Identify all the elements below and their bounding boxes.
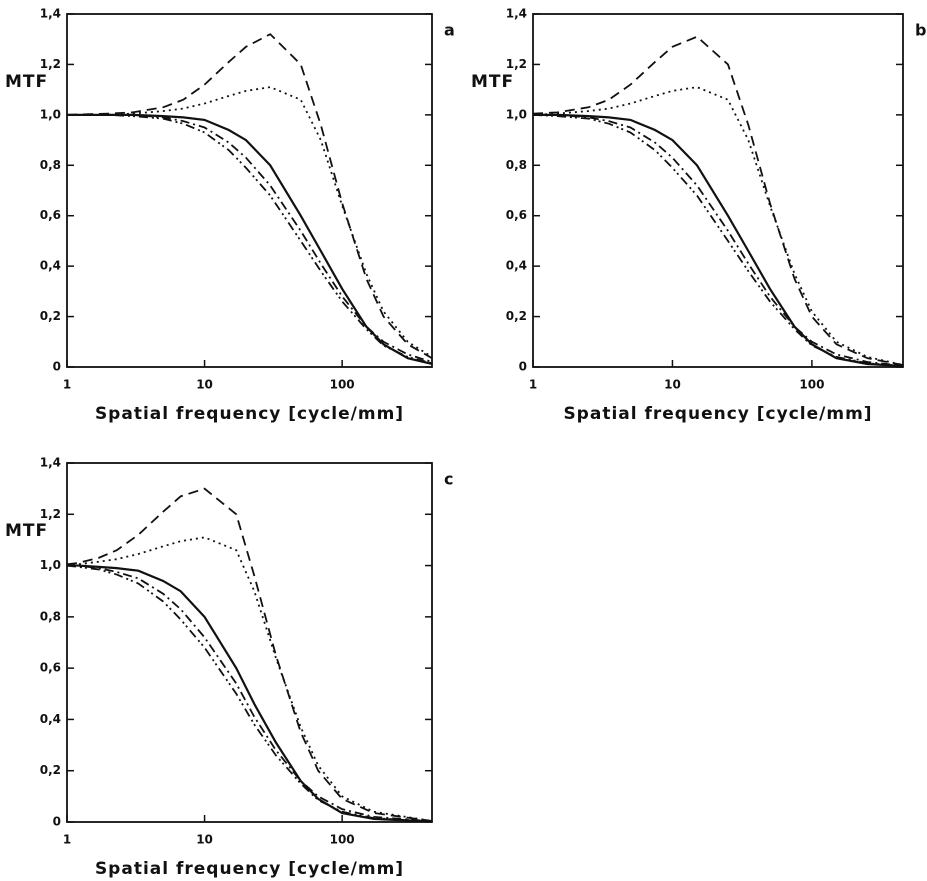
x-tick-label: 1: [63, 833, 71, 847]
y-tick-label: 0,4: [40, 259, 61, 273]
x-tick-label: 100: [330, 378, 355, 392]
y-tick-label: 0,2: [506, 309, 527, 323]
plot-frame: [66, 13, 433, 368]
y-axis-label: MTF: [471, 72, 514, 92]
mtf-curve: [532, 35, 904, 366]
x-axis-label: Spatial frequency [cycle/mm]: [95, 404, 404, 424]
y-tick-label: 0,4: [506, 259, 527, 273]
y-tick-label: 0,8: [40, 158, 61, 172]
y-tick-label: 1,4: [40, 7, 61, 21]
y-tick-label: 0: [519, 360, 527, 374]
panel-label: c: [444, 470, 453, 489]
plot-frame: [532, 13, 904, 368]
x-tick-label: 1: [529, 378, 537, 392]
x-axis-label: Spatial frequency [cycle/mm]: [563, 404, 872, 424]
y-axis-label: MTF: [5, 72, 48, 92]
mtf-curve: [66, 33, 433, 359]
panel-label: b: [915, 21, 926, 40]
y-tick-label: 1,0: [506, 107, 527, 121]
mtf-curve: [67, 564, 433, 823]
y-tick-label: 1,2: [40, 57, 61, 71]
mtf-curve: [67, 86, 433, 358]
y-tick-label: 1,0: [40, 107, 61, 121]
y-tick-label: 0,2: [40, 309, 61, 323]
x-tick-label: 10: [196, 378, 213, 392]
y-tick-label: 1,2: [506, 57, 527, 71]
x-tick-label: 1: [63, 378, 71, 392]
mtf-curve: [66, 536, 433, 822]
y-tick-label: 0: [53, 360, 61, 374]
y-axis-label: MTF: [5, 521, 48, 541]
x-tick-label: 10: [664, 378, 681, 392]
y-tick-label: 0,8: [506, 158, 527, 172]
mtf-curve: [66, 487, 433, 822]
mtf-curve: [532, 113, 904, 367]
y-tick-label: 0,2: [40, 763, 61, 777]
x-axis-label: Spatial frequency [cycle/mm]: [95, 859, 404, 879]
y-tick-label: 0,4: [40, 712, 61, 726]
x-tick-label: 100: [799, 378, 824, 392]
x-tick-label: 10: [196, 833, 213, 847]
mtf-curve: [533, 113, 904, 368]
y-tick-label: 1,4: [506, 7, 527, 21]
panel-label: a: [444, 21, 455, 40]
y-tick-label: 0,8: [40, 609, 61, 623]
mtf-curve: [533, 113, 904, 367]
mtf-curve: [67, 564, 433, 823]
y-tick-label: 0,6: [40, 661, 61, 675]
y-tick-label: 0,6: [506, 208, 527, 222]
y-tick-label: 1,2: [40, 507, 61, 521]
y-tick-label: 0: [53, 815, 61, 829]
y-tick-label: 1,4: [40, 456, 61, 470]
y-tick-label: 0,6: [40, 208, 61, 222]
x-tick-label: 100: [330, 833, 355, 847]
mtf-curve: [67, 113, 433, 363]
mtf-curve: [67, 113, 433, 365]
mtf-curve: [66, 564, 433, 823]
plot-frame: [66, 462, 433, 823]
y-tick-label: 1,0: [40, 558, 61, 572]
mtf-curve: [67, 113, 433, 366]
